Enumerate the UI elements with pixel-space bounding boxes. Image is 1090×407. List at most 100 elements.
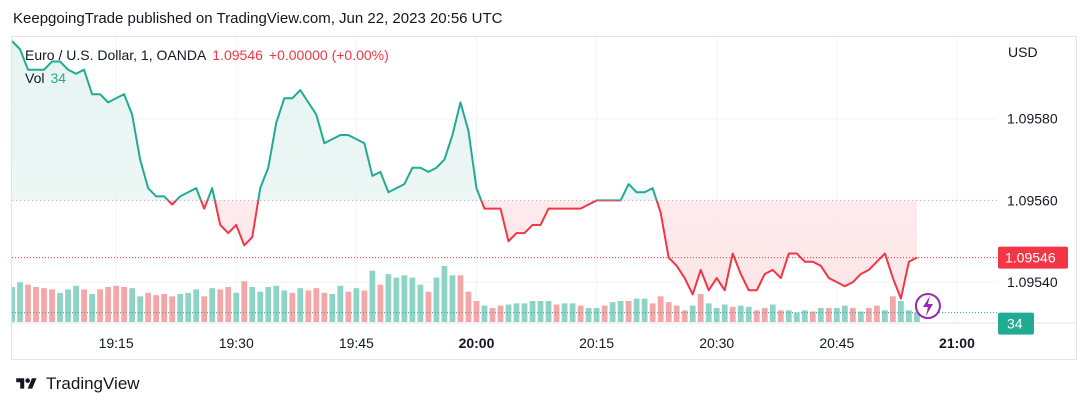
x-tick-label: 20:45 bbox=[819, 335, 854, 351]
price-area-above-baseline bbox=[12, 41, 657, 201]
volume-bar bbox=[369, 270, 376, 322]
volume-bar bbox=[849, 308, 856, 322]
volume-bar bbox=[225, 287, 232, 322]
volume-bar bbox=[57, 292, 63, 322]
volume-legend-value: 34 bbox=[50, 70, 67, 86]
volume-bar bbox=[833, 308, 840, 322]
volume-bar bbox=[817, 308, 824, 322]
volume-bar bbox=[137, 296, 144, 322]
volume-bar bbox=[257, 291, 264, 322]
volume-legend[interactable]: Vol 34 bbox=[25, 70, 66, 86]
last-volume-badge-label: 34 bbox=[1007, 316, 1023, 332]
volume-bar bbox=[505, 304, 512, 322]
volume-bar bbox=[353, 288, 360, 322]
x-tick-label: 20:00 bbox=[459, 335, 495, 351]
volume-bar bbox=[401, 275, 408, 322]
volume-bar bbox=[841, 305, 848, 322]
volume-bar bbox=[914, 312, 920, 322]
volume-bar bbox=[529, 301, 536, 322]
volume-bar bbox=[345, 291, 352, 322]
volume-bar bbox=[289, 292, 296, 322]
volume-bar bbox=[97, 289, 103, 322]
volume-bar bbox=[745, 306, 752, 322]
volume-bar bbox=[793, 312, 800, 322]
volume-bar bbox=[890, 296, 896, 322]
last-price-badge-label: 1.09546 bbox=[1005, 250, 1056, 266]
volume-bar bbox=[721, 304, 728, 322]
volume-bar bbox=[449, 275, 456, 322]
volume-bar bbox=[305, 290, 312, 322]
volume-bar bbox=[489, 308, 496, 322]
volume-bar bbox=[481, 305, 488, 322]
volume-bar bbox=[753, 310, 760, 322]
published-by-text: KeepgoingTrade published on TradingView.… bbox=[13, 10, 503, 27]
currency-label: USD bbox=[1008, 44, 1038, 60]
volume-bar bbox=[385, 274, 392, 322]
x-tick-label: 21:00 bbox=[939, 335, 975, 351]
volume-bar bbox=[585, 308, 592, 322]
symbol-legend[interactable]: Euro / U.S. Dollar, 1, OANDA 1.09546 +0.00… bbox=[25, 47, 389, 63]
volume-bar bbox=[273, 285, 280, 322]
volume-bar bbox=[241, 281, 248, 322]
volume-bar bbox=[457, 275, 464, 322]
x-tick-label: 19:45 bbox=[339, 335, 374, 351]
volume-bar bbox=[681, 310, 688, 322]
last-price-badge bbox=[998, 246, 1068, 269]
brand-name: TradingView bbox=[46, 374, 140, 393]
lightning-icon[interactable] bbox=[914, 293, 941, 319]
price-line-down bbox=[166, 200, 918, 300]
volume-bar bbox=[737, 305, 744, 322]
volume-bar bbox=[857, 311, 864, 322]
last-volume-badge bbox=[998, 312, 1034, 335]
volume-bar bbox=[129, 288, 136, 322]
volume-bar bbox=[377, 284, 384, 322]
volume-bar bbox=[417, 284, 424, 322]
volume-bar bbox=[657, 296, 664, 322]
volume-bar bbox=[185, 292, 192, 322]
volume-bar bbox=[777, 310, 784, 322]
volume-bar bbox=[473, 301, 480, 322]
volume-bar bbox=[665, 302, 672, 322]
plot-area bbox=[12, 37, 997, 323]
volume-bar bbox=[441, 266, 448, 322]
volume-bar bbox=[617, 301, 624, 322]
volume-bar bbox=[113, 285, 119, 322]
volume-bar bbox=[73, 285, 79, 322]
volume-bar bbox=[465, 291, 472, 322]
volume-bar bbox=[801, 310, 808, 322]
volume-bar bbox=[809, 311, 816, 322]
volume-bar bbox=[906, 310, 912, 322]
volume-bar bbox=[17, 282, 23, 322]
volume-bar bbox=[209, 288, 216, 322]
volume-bar bbox=[65, 289, 71, 322]
lightning-icon-bolt bbox=[922, 296, 933, 316]
volume-bar bbox=[689, 305, 696, 322]
volume-bar bbox=[593, 308, 600, 322]
volume-bar bbox=[89, 294, 95, 322]
chart-frame bbox=[11, 36, 1077, 360]
volume-bar bbox=[641, 298, 648, 322]
legend-last-price: 1.09546 bbox=[212, 47, 263, 63]
volume-bar bbox=[521, 303, 528, 322]
volume-bar bbox=[41, 288, 47, 322]
volume-bar bbox=[297, 288, 304, 322]
x-tick-label: 19:15 bbox=[99, 335, 134, 351]
price-line-up bbox=[12, 40, 658, 201]
volume-bar bbox=[601, 305, 608, 322]
volume-bar bbox=[649, 303, 656, 322]
y-tick-label: 1.09540 bbox=[1007, 274, 1058, 290]
volume-bar bbox=[673, 305, 680, 322]
volume-bar bbox=[281, 290, 288, 322]
volume-bar bbox=[409, 277, 416, 322]
volume-bar bbox=[49, 289, 55, 322]
volume-bar bbox=[425, 291, 432, 322]
volume-bar bbox=[217, 289, 224, 322]
volume-bar bbox=[874, 305, 880, 322]
volume-bar bbox=[313, 288, 320, 322]
y-tick-label: 1.09560 bbox=[1007, 192, 1058, 208]
volume-bar bbox=[25, 284, 31, 322]
tradingview-brand[interactable]: TradingView bbox=[13, 374, 140, 394]
volume-bar bbox=[233, 292, 240, 322]
volume-bar bbox=[169, 296, 176, 322]
